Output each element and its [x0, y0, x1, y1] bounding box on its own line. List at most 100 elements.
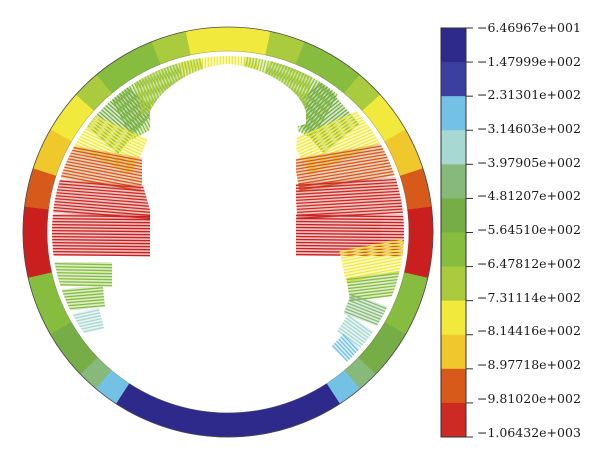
- hatch-line: [295, 184, 404, 193]
- hatch-line: [52, 185, 153, 196]
- hatch-line: [52, 238, 153, 242]
- hatch-line: [52, 226, 153, 230]
- hatch-line: [341, 248, 404, 262]
- legend-label-2: −2.31301e+002: [477, 87, 581, 102]
- hatch-line: [295, 217, 404, 221]
- hatch-line: [107, 94, 143, 126]
- hatch-line: [52, 172, 141, 192]
- hatch-line: [52, 271, 113, 275]
- hatch-line: [52, 191, 153, 202]
- hatch-line: [296, 155, 395, 173]
- legend-label-9: −8.14416e+002: [477, 323, 581, 338]
- hatch-line: [52, 223, 153, 227]
- legend-band: [441, 266, 466, 302]
- legend-band: [441, 368, 466, 404]
- hatch-line: [52, 265, 113, 269]
- legend-band: [441, 232, 466, 268]
- legend-label-12: −1.06432e+003: [477, 425, 581, 440]
- hatch-line: [342, 334, 362, 354]
- hatch-line: [302, 99, 340, 130]
- hatched-zone: [293, 141, 399, 193]
- hatch-line: [52, 169, 142, 189]
- hatch-line: [52, 232, 153, 236]
- hatch-line: [52, 188, 153, 199]
- legend-band: [441, 198, 466, 233]
- hatch-line: [344, 263, 404, 277]
- hatch-line: [52, 220, 153, 224]
- legend-band: [441, 164, 466, 199]
- legend-band: [441, 300, 466, 336]
- legend-ticks: [466, 27, 473, 438]
- legend-band: [441, 402, 466, 438]
- hatch-line: [52, 197, 152, 208]
- legend-label-1: −1.47999e+002: [477, 54, 581, 69]
- legend-band: [441, 96, 466, 131]
- hatch-line: [340, 242, 404, 257]
- hatch-line: [300, 97, 338, 128]
- hatch-line: [110, 89, 147, 122]
- hatch-line: [52, 206, 152, 217]
- hatch-line: [295, 214, 404, 218]
- ring-outer-edge: [22, 26, 434, 438]
- hatch-line: [52, 244, 153, 248]
- hatch-line: [337, 329, 366, 351]
- hatch-line: [306, 104, 344, 135]
- ring-segment: [24, 168, 57, 211]
- hatch-line: [295, 181, 404, 190]
- hatch-line: [52, 217, 153, 221]
- hatch-line: [294, 178, 404, 187]
- legend-band: [441, 62, 466, 97]
- hatch-line: [345, 317, 374, 339]
- hatch-line: [349, 296, 391, 315]
- hatch-line: [338, 327, 368, 349]
- hatch-line: [339, 239, 403, 254]
- hatch-line: [52, 182, 153, 193]
- hatch-line: [52, 200, 152, 211]
- hatch-line: [347, 314, 376, 336]
- hatch-line: [52, 229, 153, 233]
- hatch-line: [340, 336, 360, 357]
- hatch-line: [296, 158, 396, 176]
- legend-band: [441, 130, 466, 165]
- ring-outline: [22, 26, 434, 438]
- hatch-line: [295, 229, 404, 233]
- hatch-line: [52, 262, 113, 266]
- hatch-line: [343, 319, 373, 341]
- hatch-line: [103, 99, 139, 131]
- hatch-line: [293, 143, 393, 162]
- hatch-line: [52, 194, 152, 205]
- hatch-line: [343, 260, 404, 274]
- ring-inner-edge: [46, 50, 410, 414]
- legend-label-0: −6.46967e+001: [477, 20, 581, 35]
- hatch-line: [295, 235, 404, 239]
- hatch-line: [342, 322, 371, 344]
- hatch-line: [297, 211, 404, 220]
- hatch-line: [342, 251, 404, 265]
- hatched-zone: [339, 237, 404, 283]
- hatch-line: [347, 302, 389, 320]
- hatch-line: [296, 202, 404, 211]
- legend-band: [441, 28, 466, 63]
- hatched-zone: [52, 214, 153, 257]
- hatch-line: [348, 299, 390, 317]
- hatched-zone: [52, 178, 154, 220]
- hatch-line: [296, 205, 404, 214]
- hatch-line: [295, 232, 404, 236]
- hatch-line: [52, 268, 113, 272]
- hatch-line: [340, 324, 369, 346]
- hatch-line: [304, 102, 342, 132]
- hatch-line: [52, 235, 153, 239]
- tunnel-opening: [108, 64, 340, 386]
- hatch-line: [298, 167, 398, 185]
- hatch-line: [296, 199, 404, 208]
- ring-segment: [399, 168, 432, 211]
- legend-label-11: −9.81020e+002: [477, 391, 581, 406]
- hatch-line: [294, 146, 394, 165]
- hatch-line: [347, 278, 404, 287]
- hatch-line: [346, 272, 404, 281]
- hatch-line: [52, 241, 153, 245]
- legend-label-4: −3.97905e+002: [477, 155, 581, 170]
- hatch-line: [343, 257, 404, 271]
- hatch-line: [52, 247, 153, 251]
